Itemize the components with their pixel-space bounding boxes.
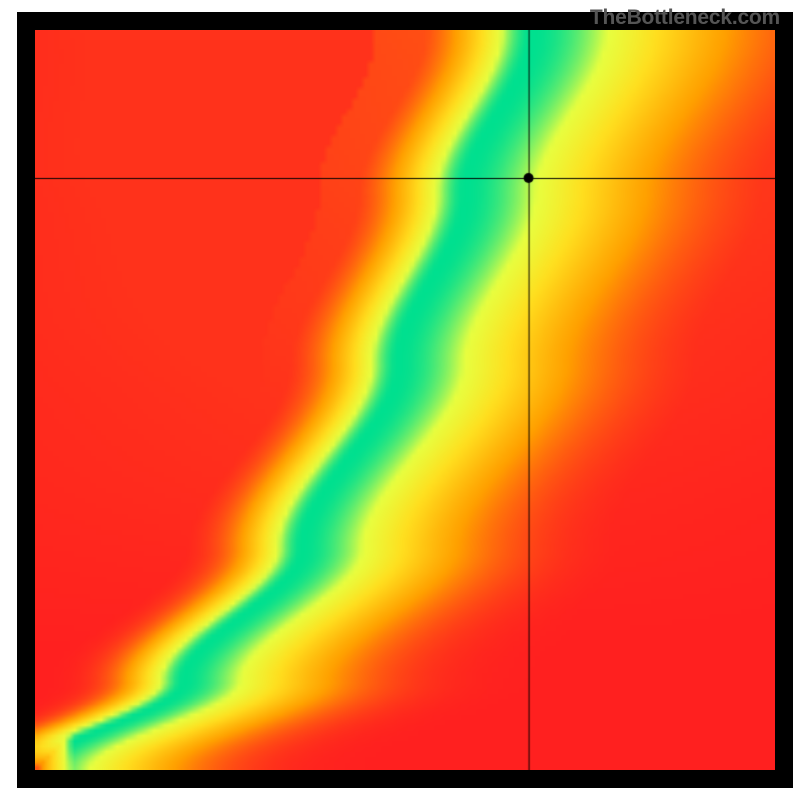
chart-container: TheBottleneck.com — [0, 0, 800, 800]
watermark-text: TheBottleneck.com — [590, 6, 780, 30]
bottleneck-heatmap — [35, 30, 775, 770]
